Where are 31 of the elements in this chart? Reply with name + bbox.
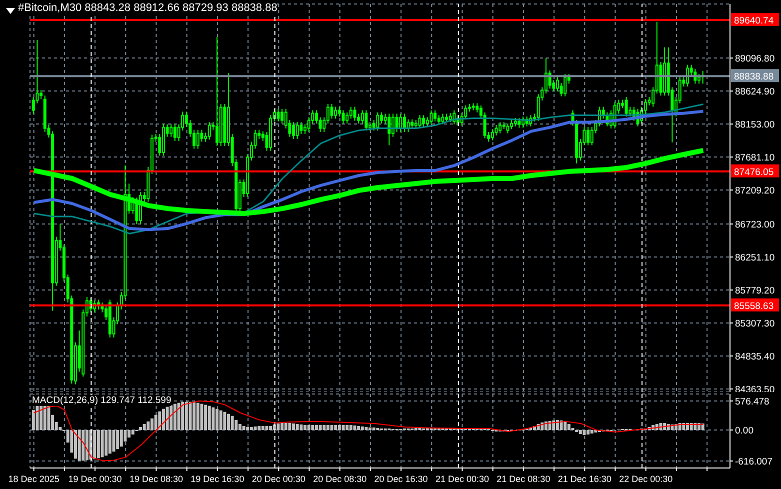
y-tick-label: 85307.30 [735,318,775,330]
x-tick-label: 21 Dec 00:30 [435,474,490,484]
x-tick-label: 20 Dec 08:30 [313,474,367,484]
y-tick-label: 88624.90 [735,86,775,98]
x-tick-label: 18 Dec 2025 [8,474,60,484]
ref-line-label: 85558.63 [734,300,774,312]
x-tick-label: 19 Dec 08:30 [129,474,184,484]
y-tick-label: 84835.40 [735,351,775,362]
y-tick-label: 87209.20 [735,185,775,196]
y-tick-label: 576.478 [735,396,770,408]
y-tick-label: 0.00 [735,425,754,436]
x-tick-label: 22 Dec 00:30 [619,474,673,484]
chart-title: #Bitcoin,M30 88843.28 88912.66 88729.93 88838.88 [18,2,278,14]
y-tick-label: 86723.00 [735,219,775,230]
ref-line-label: 88838.88 [734,72,774,83]
y-tick-label: 85779.20 [735,285,775,296]
chart-title: MACD(12,26,9) 129.747 112.599 [32,395,172,406]
x-tick-label: 19 Dec 00:30 [68,474,122,484]
y-tick-label: 87681.10 [735,152,775,164]
x-tick-label: 20 Dec 16:30 [374,474,428,484]
y-tick-label: 84363.50 [735,384,775,396]
ref-line-label: 87476.05 [734,166,774,178]
y-tick-label: -616.007 [735,456,773,468]
y-tick-label: 86251.10 [735,252,775,264]
x-tick-label: 19 Dec 16:30 [190,474,244,484]
x-tick-label: 21 Dec 08:30 [496,474,550,484]
ref-line-label: 89640.74 [734,16,774,27]
y-tick-label: 89096.80 [735,53,775,64]
x-tick-label: 20 Dec 00:30 [252,474,306,484]
x-tick-label: 21 Dec 16:30 [558,474,612,484]
y-tick-label: 88153.00 [735,119,775,130]
